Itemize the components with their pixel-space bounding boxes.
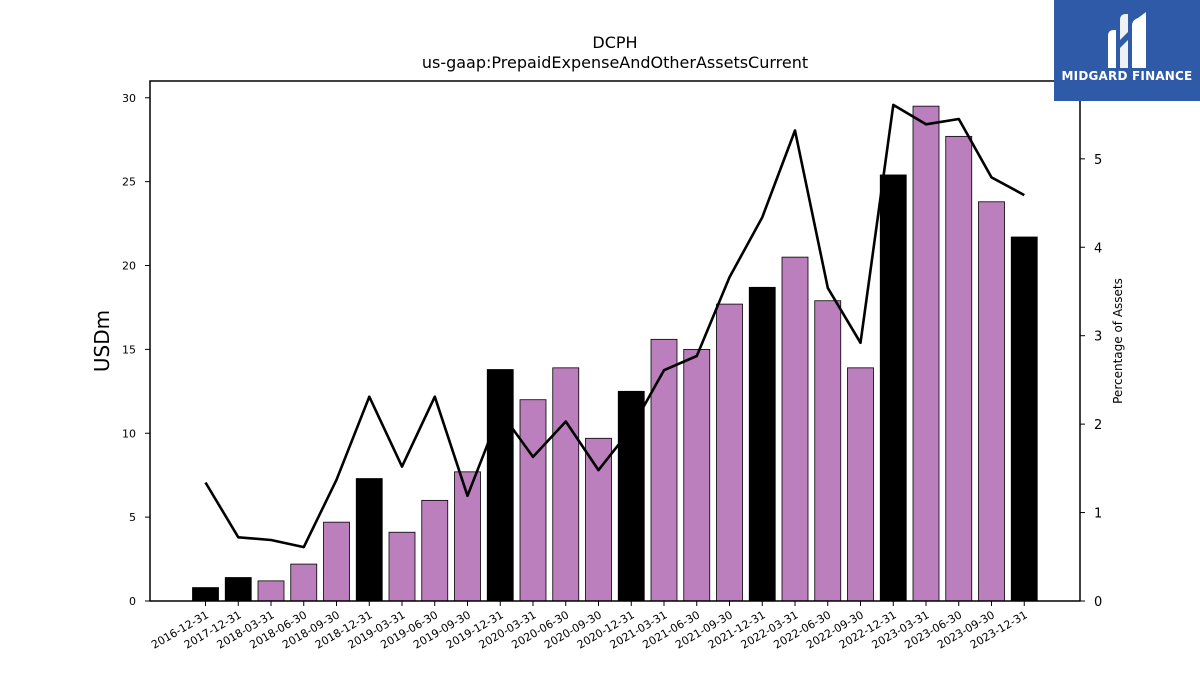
y-tick-label-left: 10 [122, 427, 136, 440]
bar-2020-09-30 [585, 437, 612, 602]
bar-2023-12-31 [1010, 236, 1038, 602]
bar-2019-09-30 [454, 471, 481, 602]
bar-2018-03-31 [257, 580, 285, 602]
bar-2018-09-30 [323, 521, 350, 602]
bar-2016-12-31 [192, 587, 219, 602]
bar-2023-06-30 [945, 135, 973, 602]
logo-mark-icon [1108, 12, 1146, 68]
y-tick-label-right: 3 [1094, 330, 1102, 345]
bar-2017-12-31 [224, 577, 252, 602]
bar-2022-12-31 [879, 174, 907, 602]
pct-of-assets-line [204, 103, 1025, 549]
bar-2022-06-30 [814, 300, 842, 602]
bar-2022-03-31 [781, 256, 809, 602]
bars-group [192, 105, 1038, 602]
line-group [204, 103, 1025, 549]
y-tick-label-left: 5 [129, 511, 136, 524]
y-tick-label-right: 1 [1094, 507, 1102, 522]
y-tick-label-left: 0 [129, 595, 136, 608]
bar-2019-12-31 [486, 369, 514, 602]
y-tick-label-right: 2 [1094, 418, 1102, 433]
y-axis-label-left: USDm [90, 310, 114, 372]
y-axis-label-right: Percentage of Assets [1111, 278, 1125, 404]
bar-2023-09-30 [978, 201, 1005, 602]
bar-2022-09-30 [847, 367, 874, 602]
bar-2020-12-31 [617, 390, 645, 602]
y-tick-label-right: 0 [1094, 595, 1102, 610]
x-axis: 2016-12-312017-12-312018-03-312018-06-30… [149, 601, 1030, 652]
bar-2018-12-31 [355, 478, 383, 602]
bar-2019-06-30 [421, 499, 449, 602]
bar-2020-06-30 [552, 367, 580, 602]
y-tick-label-left: 15 [122, 343, 136, 356]
bar-2021-06-30 [683, 348, 711, 602]
chart-title: DCPH [592, 33, 637, 52]
y-axis-left: 0 5 10 15 20 25 30 [122, 92, 150, 608]
bar-2021-03-31 [650, 338, 678, 602]
y-tick-label-right: 5 [1094, 153, 1102, 168]
bar-2023-03-31 [912, 105, 940, 602]
y-tick-label-left: 25 [122, 176, 136, 189]
y-tick-label-right: 4 [1094, 241, 1102, 256]
y-axis-right: 0 1 2 3 4 5 [1080, 153, 1102, 610]
chart-subtitle: us-gaap:PrepaidExpenseAndOtherAssetsCurr… [422, 53, 808, 72]
midgard-finance-logo: MIDGARD FINANCE [1054, 0, 1200, 101]
bar-2020-03-31 [519, 399, 547, 602]
y-tick-label-left: 20 [122, 260, 136, 273]
bar-2021-12-31 [748, 286, 776, 602]
logo-text: MIDGARD FINANCE [1061, 69, 1193, 83]
plot-frame [149, 80, 1081, 602]
y-tick-label-left: 30 [122, 92, 136, 105]
bar-2021-09-30 [716, 303, 743, 602]
bar-2019-03-31 [388, 531, 416, 602]
bar-2018-06-30 [290, 563, 318, 602]
